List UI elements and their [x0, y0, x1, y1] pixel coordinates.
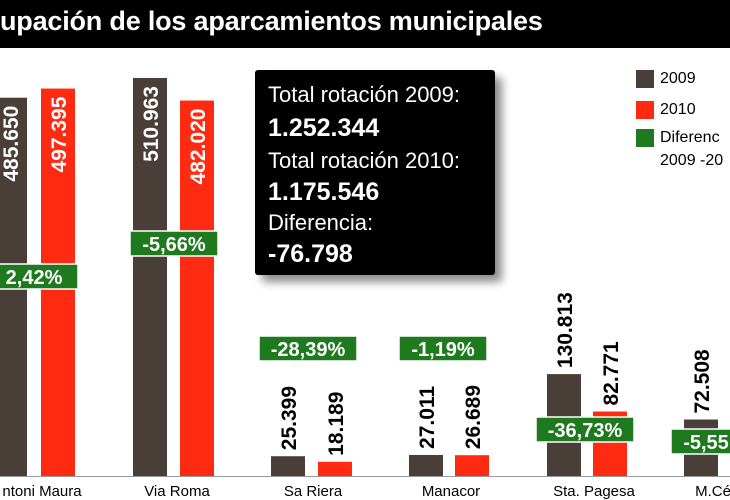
bar-2009	[409, 454, 443, 476]
difference-badge-label: -28,39%	[271, 339, 346, 361]
bar-2010-value-label: 82.771	[600, 341, 623, 406]
legend-label-2010: 2010	[660, 101, 696, 118]
total-2010-value: 1.175.546	[268, 178, 380, 206]
difference-badge-label: -5,66%	[142, 234, 206, 256]
difference-badge-label: -5,55	[683, 432, 729, 454]
category-label: Sa Riera	[284, 483, 343, 500]
legend-swatch-2010	[636, 101, 654, 119]
bar-2010	[455, 455, 489, 476]
difference-badge-label: 2,42%	[6, 267, 63, 289]
category-label: Manacor	[422, 483, 480, 500]
legend-label-2009: 2009	[660, 70, 696, 87]
legend-label-difference: Diferenc	[660, 129, 720, 146]
legend-swatch-2009	[636, 70, 654, 88]
bar-2009-value-label: 130.813	[554, 292, 577, 368]
difference-badge	[129, 230, 219, 257]
bar-2010-value-label: 18.189	[325, 392, 348, 456]
category-label: M.Cé	[695, 483, 730, 500]
difference-badge	[535, 416, 635, 443]
bar-2010	[318, 461, 352, 476]
bar-2009	[271, 456, 305, 476]
category-label: ntoni Maura	[2, 483, 82, 500]
bar-2010-value-label: 26.689	[462, 385, 485, 449]
bar-2009-value-label: 27.011	[416, 386, 439, 449]
bar-2010-value-label: 482.020	[187, 109, 210, 185]
total-2009-value: 1.252.344	[268, 114, 380, 142]
category-label: Via Roma	[144, 483, 210, 500]
category-label: Sta. Pagesa	[553, 483, 635, 500]
bar-2009-value-label: 485.650	[0, 106, 23, 182]
chart-title: upación de los aparcamientos municipales	[0, 6, 543, 36]
difference-badge	[670, 428, 730, 455]
bar-2009-value-label: 25.399	[278, 386, 301, 450]
total-2010-label: Total rotación 2010:	[268, 148, 461, 173]
legend-swatch-difference	[636, 129, 654, 147]
bar-2009-value-label: 510.963	[140, 86, 163, 162]
difference-badge-label: -36,73%	[548, 420, 623, 442]
legend-label-difference-years: 2009 -20	[660, 152, 724, 169]
difference-badge	[258, 335, 358, 362]
difference-badge	[0, 263, 79, 290]
title-bar: upación de los aparcamientos municipales	[0, 0, 730, 48]
bar-2010-value-label: 497.395	[48, 96, 71, 172]
total-2009-label: Total rotación 2009:	[268, 82, 461, 107]
difference-label: Diferencia:	[268, 210, 374, 235]
bar-2010	[180, 100, 214, 477]
bar-2009-value-label: 72.508	[691, 349, 714, 414]
totals-info-box: Total rotación 2009: 1.252.344 Total rot…	[255, 70, 495, 275]
difference-badge-label: -1,19%	[411, 339, 475, 361]
difference-badge	[398, 335, 488, 362]
bar-2009	[133, 78, 167, 476]
difference-value: -76.798	[268, 240, 353, 268]
